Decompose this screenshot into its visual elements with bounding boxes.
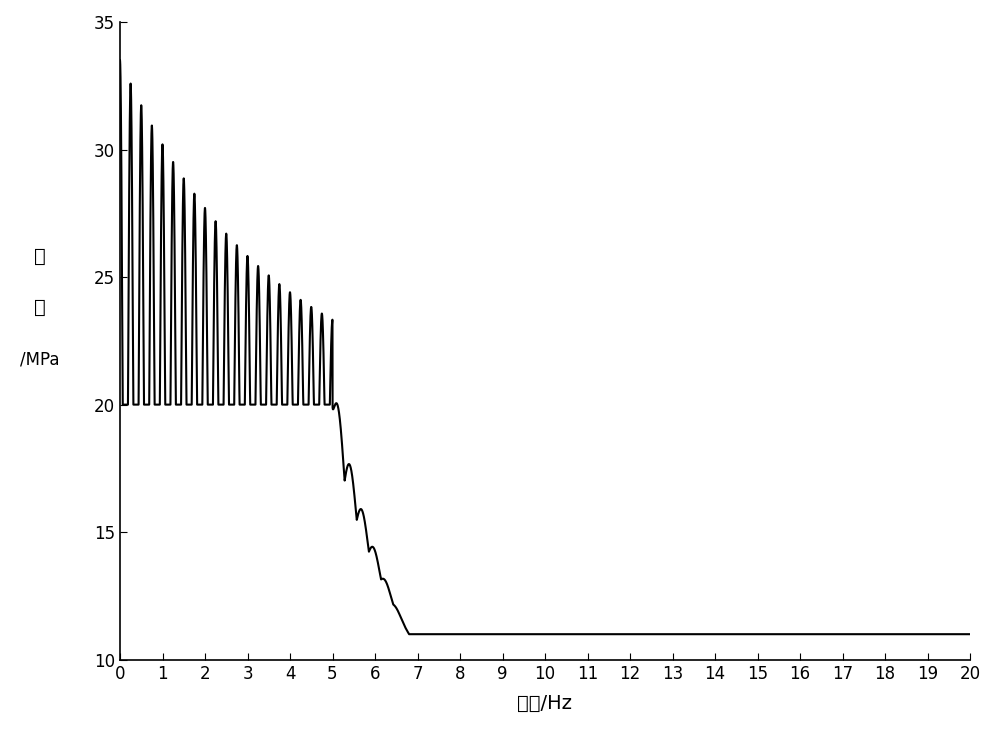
Text: /MPa: /MPa [20, 350, 60, 368]
X-axis label: 频率/Hz: 频率/Hz [518, 693, 572, 712]
Text: 力: 力 [34, 298, 46, 317]
Text: 压: 压 [34, 247, 46, 266]
